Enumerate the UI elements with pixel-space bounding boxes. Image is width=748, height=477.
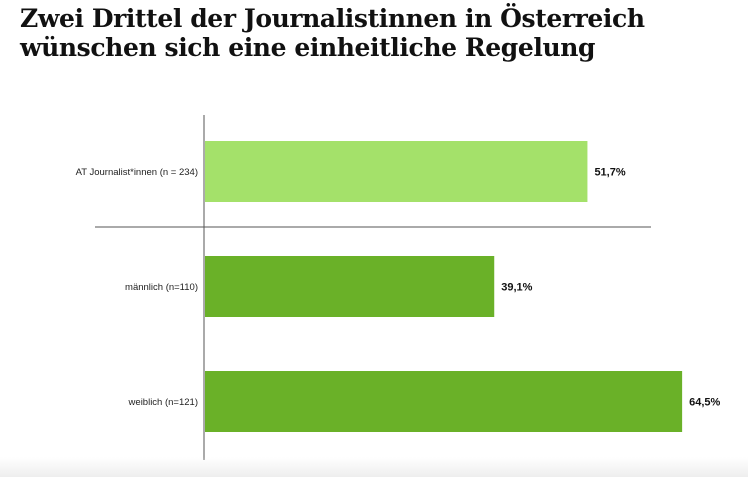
category-label-1: männlich (n=110) [125, 282, 198, 293]
category-label-2: weiblich (n=121) [128, 397, 198, 408]
bottom-fade [0, 457, 748, 477]
title-line-1: Zwei Drittel der Journalistinnen in Öste… [20, 4, 645, 33]
labels-group: AT Journalist*innen (n = 234) 51,7% männli… [76, 167, 721, 409]
bar-1 [205, 256, 495, 317]
bar-0 [205, 141, 588, 202]
value-label-1: 39,1% [501, 282, 532, 294]
bars-group [205, 141, 683, 432]
category-label-0: AT Journalist*innen (n = 234) [76, 167, 198, 178]
title-line-2: wünschen sich eine einheitliche Regelung [20, 33, 596, 62]
bar-2 [205, 371, 683, 432]
value-label-2: 64,5% [689, 397, 720, 409]
value-label-0: 51,7% [594, 167, 625, 179]
page-title: Zwei Drittel der Journalistinnen in Öste… [20, 4, 740, 62]
